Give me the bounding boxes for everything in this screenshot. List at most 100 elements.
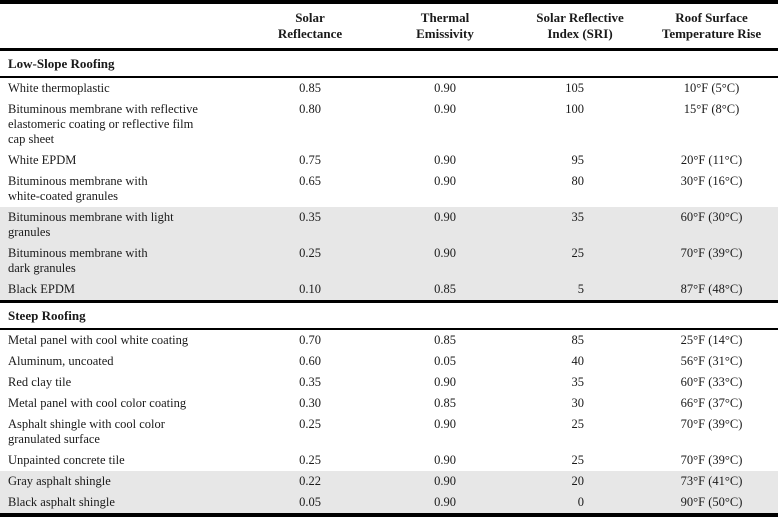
sri-value: 0 [515,492,645,515]
table-row: Gray asphalt shingle 0.22 0.90 20 73°F (… [0,471,778,492]
table-row: Unpainted concrete tile 0.25 0.90 25 70°… [0,450,778,471]
solar-reflectance-value: 0.25 [299,453,321,467]
col-header-material [0,2,245,51]
thermal-emissivity-value: 0.90 [375,207,515,243]
solar-reflectance-value: 0.60 [299,354,321,368]
thermal-emissivity-value: 0.90 [375,243,515,279]
temperature-rise-value: 73°F (41°C) [645,471,778,492]
section-title: Steep Roofing [0,300,778,330]
material-name: Metal panel with cool white coating [8,333,189,347]
table-row: Aluminum, uncoated 0.60 0.05 40 56°F (31… [0,351,778,372]
thermal-emissivity-value: 0.90 [434,102,456,116]
material-name: White EPDM [8,153,77,167]
thermal-emissivity-value: 0.90 [375,471,515,492]
sri-value: 100 [565,102,584,116]
material-name: Bituminous membrane with white-coated gr… [8,174,148,203]
header-line: Thermal [420,10,470,25]
solar-reflectance-value: 0.05 [245,492,375,515]
material-name: Black asphalt shingle [0,492,245,515]
temperature-rise-value: 56°F (31°C) [680,354,743,368]
solar-reflectance-value: 0.25 [299,417,321,431]
col-header-sri: Solar Reflective Index (SRI) [515,2,645,51]
col-header-solar-reflectance: Solar Reflectance [245,2,375,51]
solar-reflectance-value: 0.80 [299,102,321,116]
solar-reflectance-value: 0.35 [299,375,321,389]
table-body: Low-Slope Roofing White thermoplastic 0.… [0,48,778,515]
header-line: Solar [295,10,325,25]
table-header: Solar Reflectance Thermal Emissivity Sol… [0,2,778,51]
col-header-temperature-rise: Roof Surface Temperature Rise [645,2,778,51]
solar-reflectance-value: 0.65 [299,174,321,188]
thermal-emissivity-value: 0.85 [375,279,515,302]
solar-reflectance-value: 0.70 [299,333,321,347]
material-name: Black EPDM [0,279,245,302]
sri-value: 105 [565,81,584,95]
table-row: Bituminous membrane with dark granules 0… [0,243,778,279]
header-line: Emissivity [416,26,474,41]
thermal-emissivity-value: 0.90 [434,375,456,389]
col-header-thermal-emissivity: Thermal Emissivity [375,2,515,51]
sri-value: 30 [571,396,585,410]
header-line: Reflectance [277,26,343,41]
sri-value: 25 [571,453,585,467]
header-line: Index (SRI) [547,26,613,41]
thermal-emissivity-value: 0.90 [434,174,456,188]
header-row: Solar Reflectance Thermal Emissivity Sol… [0,2,778,51]
temperature-rise-value: 66°F (37°C) [680,396,743,410]
material-name: Asphalt shingle with cool color granulat… [8,417,165,446]
table-row: White thermoplastic 0.85 0.90 105 10°F (… [0,77,778,99]
table-row: Red clay tile 0.35 0.90 35 60°F (33°C) [0,372,778,393]
thermal-emissivity-value: 0.05 [434,354,456,368]
sri-value: 25 [515,243,645,279]
sri-value: 80 [571,174,585,188]
table-row: Black EPDM 0.10 0.85 5 87°F (48°C) [0,279,778,302]
thermal-emissivity-value: 0.90 [434,417,456,431]
material-name: Red clay tile [8,375,72,389]
thermal-emissivity-value: 0.90 [434,453,456,467]
temperature-rise-value: 20°F (11°C) [680,153,743,167]
solar-reflectance-value: 0.35 [245,207,375,243]
thermal-emissivity-value: 0.90 [434,153,456,167]
material-name: Bituminous membrane with dark granules [0,243,245,279]
thermal-emissivity-value: 0.90 [434,81,456,95]
temperature-rise-value: 15°F (8°C) [683,102,740,116]
thermal-emissivity-value: 0.90 [375,492,515,515]
header-line: Solar Reflective [536,10,624,25]
temperature-rise-value: 10°F (5°C) [683,81,740,95]
temperature-rise-value: 70°F (39°C) [645,243,778,279]
table-row: White EPDM 0.75 0.90 95 20°F (11°C) [0,150,778,171]
header-line: Roof Surface [675,10,748,25]
temperature-rise-value: 70°F (39°C) [680,417,743,431]
table-row: Black asphalt shingle 0.05 0.90 0 90°F (… [0,492,778,515]
table-row: Bituminous membrane with reflective elas… [0,99,778,150]
table-row: Metal panel with cool white coating 0.70… [0,329,778,351]
temperature-rise-value: 60°F (30°C) [645,207,778,243]
sri-value: 95 [571,153,585,167]
table-row: Metal panel with cool color coating 0.30… [0,393,778,414]
sri-value: 35 [571,375,585,389]
material-name: Bituminous membrane with reflective elas… [8,102,198,146]
solar-reflectance-value: 0.25 [245,243,375,279]
temperature-rise-value: 60°F (33°C) [680,375,743,389]
solar-reflectance-value: 0.10 [245,279,375,302]
material-name: Bituminous membrane with light granules [0,207,245,243]
sri-value: 85 [571,333,585,347]
table-row: Bituminous membrane with white-coated gr… [0,171,778,207]
material-name: Unpainted concrete tile [8,453,125,467]
temperature-rise-value: 87°F (48°C) [645,279,778,302]
section-header-row: Low-Slope Roofing [0,48,778,78]
section-header-row: Steep Roofing [0,300,778,330]
temperature-rise-value: 25°F (14°C) [680,333,743,347]
thermal-emissivity-value: 0.85 [434,396,456,410]
material-name: Metal panel with cool color coating [8,396,187,410]
table-row: Asphalt shingle with cool color granulat… [0,414,778,450]
sri-value: 25 [571,417,585,431]
temperature-rise-value: 30°F (16°C) [680,174,743,188]
sri-value: 5 [515,279,645,302]
section-title: Low-Slope Roofing [0,48,778,78]
thermal-emissivity-value: 0.85 [434,333,456,347]
temperature-rise-value: 70°F (39°C) [680,453,743,467]
solar-reflectance-value: 0.30 [299,396,321,410]
solar-reflectance-value: 0.85 [299,81,321,95]
